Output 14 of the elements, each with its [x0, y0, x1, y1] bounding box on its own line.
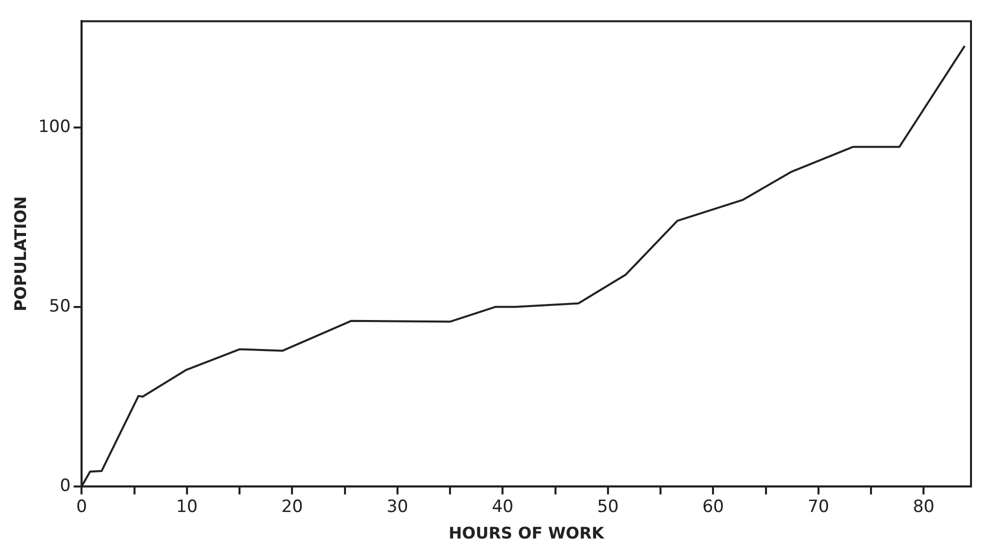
y-tick-label: 100: [38, 116, 71, 137]
y-axis-title: POPULATION: [10, 196, 30, 312]
y-tick-label: 50: [49, 296, 71, 316]
x-tick-label: 10: [176, 497, 198, 518]
y-tick-label: 0: [60, 476, 71, 496]
x-tick-label: 30: [386, 497, 408, 518]
x-tick-label: 20: [281, 497, 303, 518]
x-tick-label: 0: [76, 497, 88, 518]
x-tick-label: 40: [492, 497, 514, 518]
x-tick-label: 50: [597, 497, 619, 518]
x-axis-title: HOURS OF WORK: [448, 524, 605, 543]
x-tick-label: 70: [808, 497, 830, 518]
x-tick-label: 80: [912, 497, 934, 518]
x-tick-label: 60: [702, 497, 724, 518]
